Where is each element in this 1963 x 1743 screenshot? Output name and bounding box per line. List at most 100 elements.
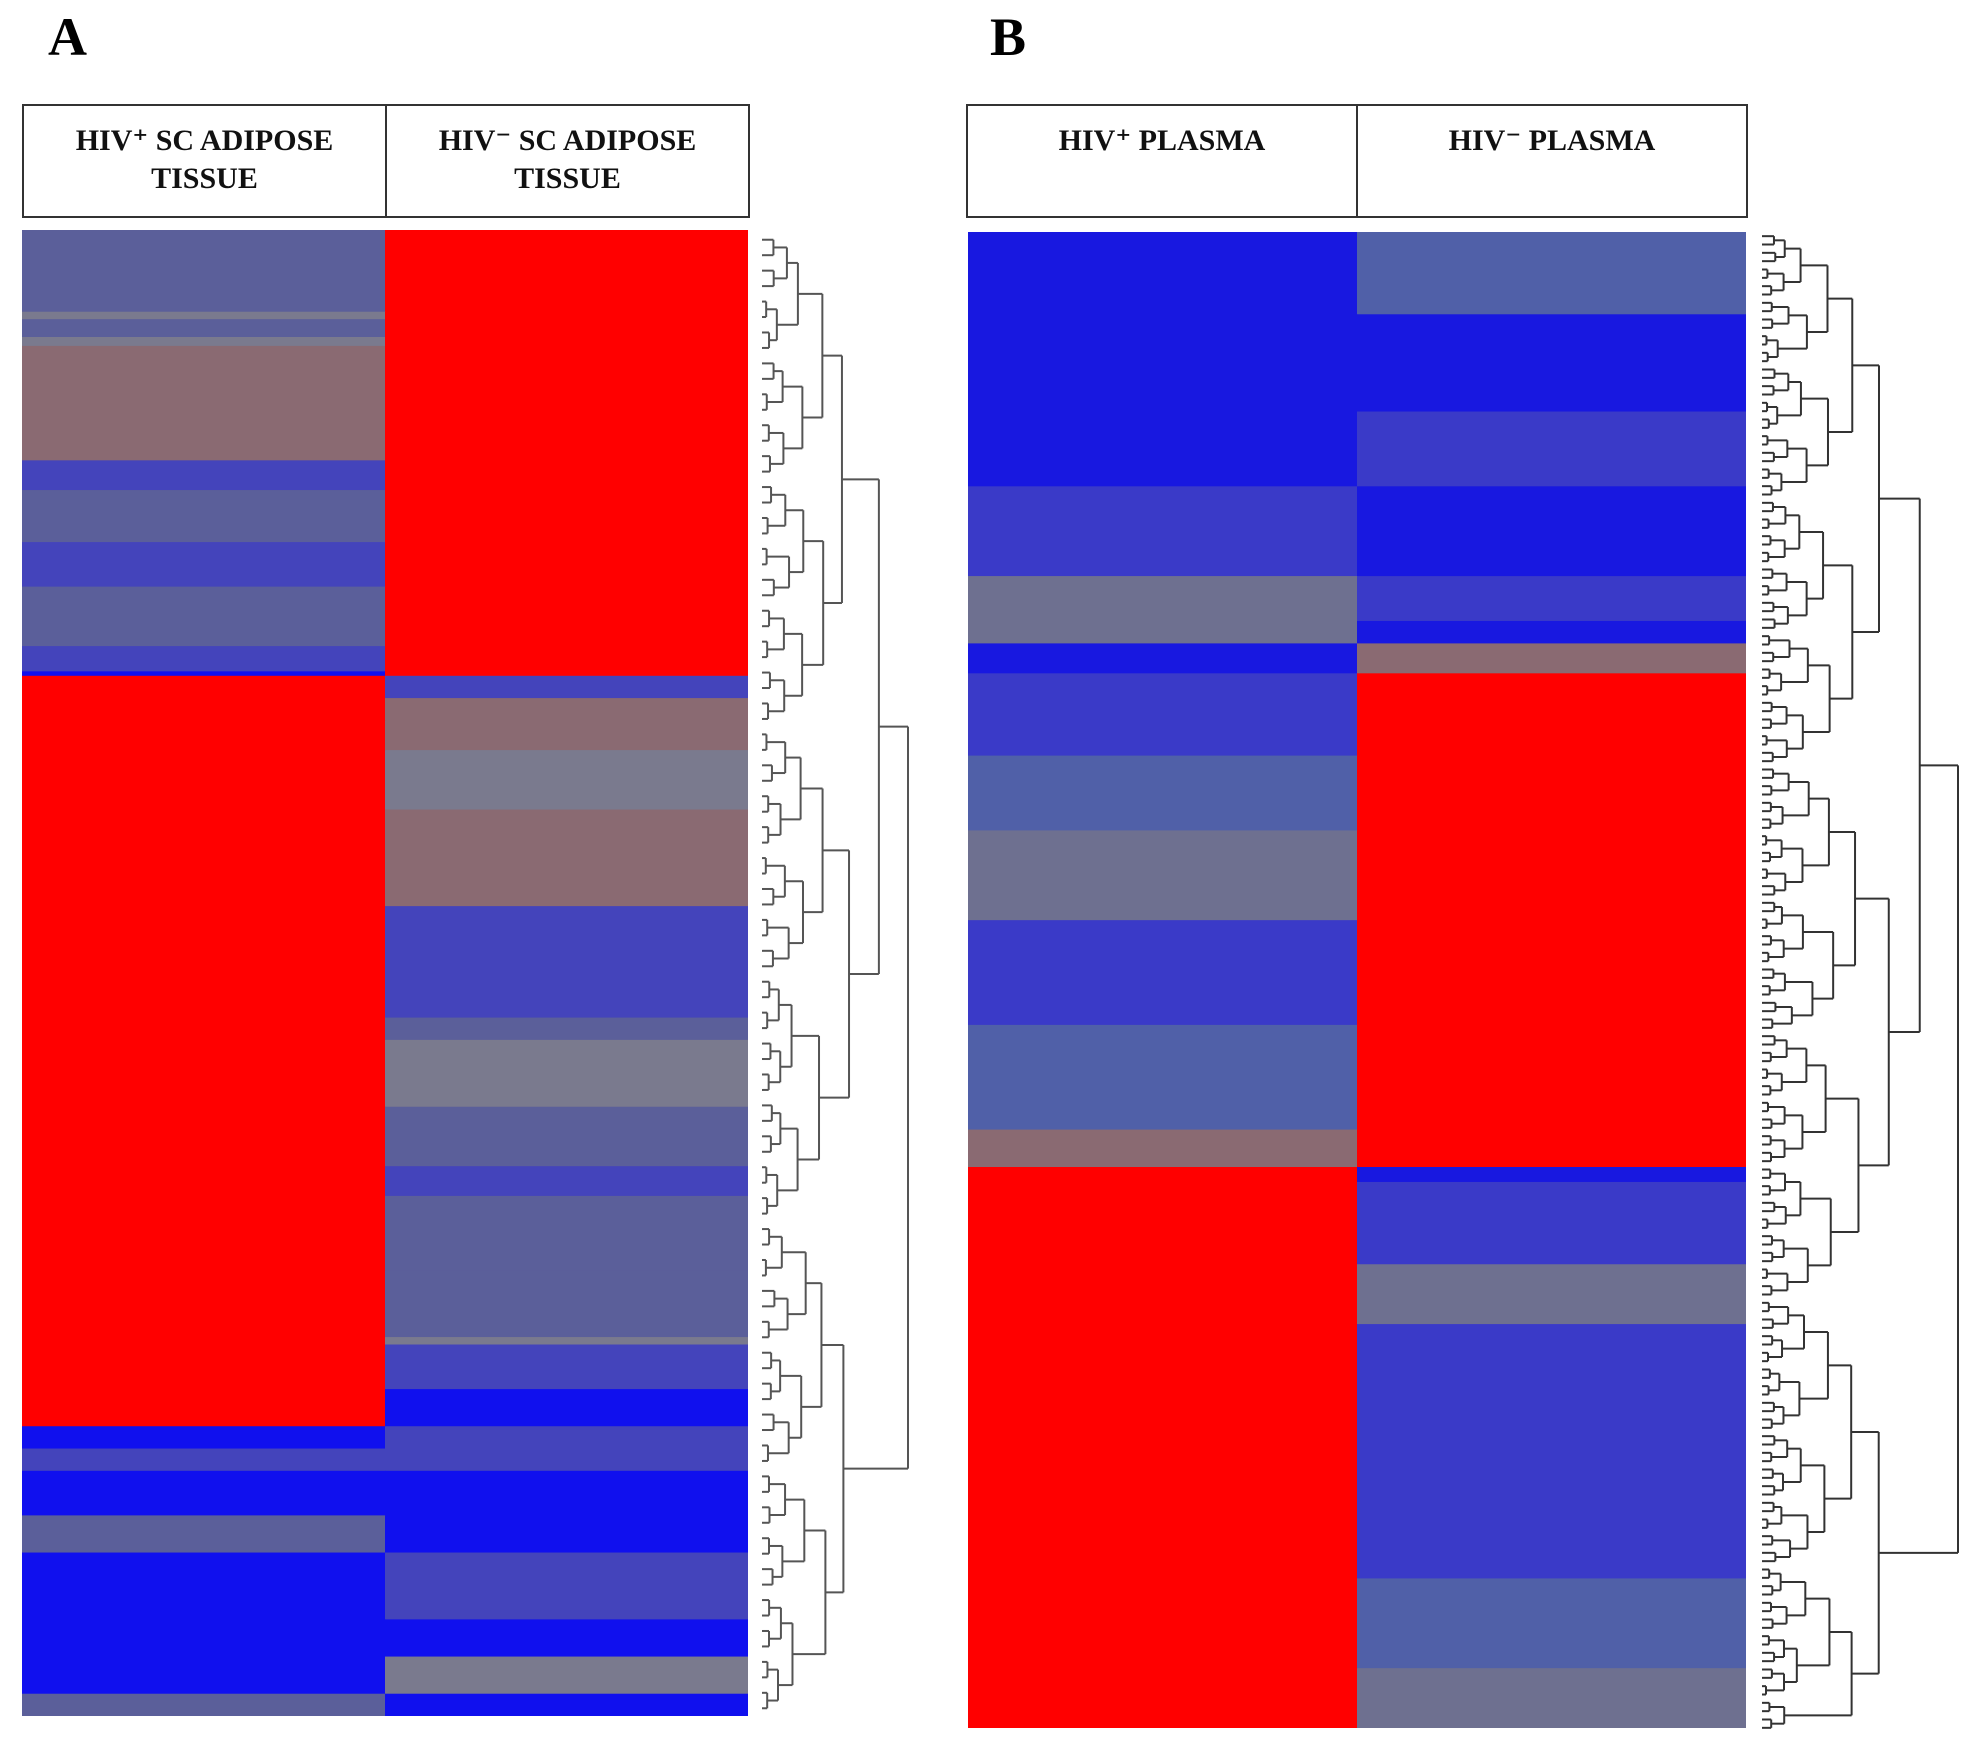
column-header-hiv-negative-plasma: HIV⁻ PLASMA — [1356, 106, 1746, 216]
heatmap-cell — [1357, 1181, 1746, 1265]
heatmap-cell — [385, 1426, 748, 1450]
heatmap-cell — [1357, 1264, 1746, 1325]
heatmap-cell — [22, 1470, 386, 1516]
heatmap-cell — [22, 1017, 386, 1041]
heatmap-cell — [1357, 830, 1746, 921]
heatmap-cell — [968, 1129, 1358, 1168]
heatmap-cell — [968, 576, 1358, 622]
heatmap-cell — [385, 1515, 748, 1554]
heatmap-cell — [385, 460, 748, 491]
heatmap-cell — [968, 1024, 1358, 1131]
heatmap-cell — [385, 1337, 748, 1345]
heatmap-cell — [385, 1470, 748, 1516]
heatmap-cell — [1357, 1668, 1746, 1728]
column-label-line: HIV⁻ SC ADIPOSE — [438, 124, 697, 157]
heatmap-cell — [22, 1515, 386, 1554]
heatmap-cell — [968, 1181, 1358, 1265]
heatmap-cell — [968, 1668, 1358, 1728]
heatmap-cell — [22, 1656, 386, 1695]
heatmap-cell — [385, 1166, 748, 1197]
column-header-hiv-positive-plasma: HIV⁺ PLASMA — [968, 106, 1356, 216]
heatmap-cell — [385, 1619, 748, 1658]
heatmap-cell — [385, 1389, 748, 1427]
heatmap-cell — [1357, 755, 1746, 831]
heatmap-cell — [968, 755, 1358, 831]
heatmap-cell — [385, 675, 748, 699]
heatmap-cell — [1357, 1324, 1746, 1579]
heatmap-cell — [22, 460, 386, 491]
heatmap-cell — [385, 230, 748, 313]
heatmap-cell — [22, 1344, 386, 1390]
heatmap-cell — [22, 345, 386, 461]
heatmap-cell — [22, 1195, 386, 1271]
heatmap-cell — [22, 671, 386, 677]
heatmap-cell — [22, 1693, 386, 1716]
heatmap-cell — [22, 311, 386, 320]
heatmap-cell — [385, 1195, 748, 1271]
heatmap-cell — [22, 230, 386, 313]
column-label-line: TISSUE — [151, 162, 258, 195]
heatmap-cell — [385, 720, 748, 751]
heatmap-cell — [385, 319, 748, 338]
heatmap-cell — [1357, 1024, 1746, 1131]
heatmap-cell — [385, 809, 748, 907]
heatmap-cell — [22, 319, 386, 338]
column-label-line: TISSUE — [514, 162, 621, 195]
heatmap-cell — [1357, 232, 1746, 315]
heatmap-cell — [22, 586, 386, 647]
heatmap-cell — [22, 1448, 386, 1472]
heatmap-cell — [1357, 643, 1746, 674]
heatmap-cell — [968, 486, 1358, 577]
heatmap-cell — [1357, 576, 1746, 622]
panel-b-dendrogram — [1762, 235, 1959, 1729]
heatmap-cell — [968, 920, 1358, 1026]
heatmap-cell — [385, 542, 748, 588]
panel-a-column-header: HIV⁺ SC ADIPOSE TISSUE HIV⁻ SC ADIPOSE T… — [22, 104, 750, 218]
heatmap-cell — [22, 720, 386, 751]
heatmap-cell — [22, 336, 386, 347]
panel-b-heatmap — [968, 232, 1746, 1728]
heatmap-cell — [968, 1578, 1358, 1669]
heatmap-cell — [968, 411, 1358, 487]
heatmap-cell — [1357, 1167, 1746, 1183]
heatmap-cell — [385, 1344, 748, 1390]
heatmap-cell — [968, 314, 1358, 413]
panel-a-dendrogram — [762, 238, 909, 1710]
column-label-line: HIV⁻ PLASMA — [1448, 124, 1656, 157]
heatmap-cell — [22, 1389, 386, 1427]
heatmap-cell — [22, 698, 386, 721]
column-label-line: HIV⁺ SC ADIPOSE — [75, 124, 334, 157]
heatmap-cell — [22, 906, 386, 1019]
heatmap-cell — [968, 1324, 1358, 1579]
heatmap-cell — [1357, 486, 1746, 577]
heatmap-cell — [385, 311, 748, 320]
column-header-hiv-negative-adipose: HIV⁻ SC ADIPOSE TISSUE — [385, 106, 748, 216]
heatmap-cell — [968, 620, 1358, 644]
panel-b-letter: B — [990, 7, 1027, 67]
heatmap-cell — [22, 1552, 386, 1620]
heatmap-cell — [22, 1270, 386, 1338]
heatmap-cell — [385, 1448, 748, 1472]
column-label-line: HIV⁺ PLASMA — [1058, 124, 1266, 157]
heatmap-cell — [385, 345, 748, 461]
heatmap-cell — [22, 1337, 386, 1345]
heatmap-cell — [385, 698, 748, 721]
heatmap-cell — [1357, 920, 1746, 1026]
panel-a-letter: A — [48, 7, 87, 67]
heatmap-cell — [22, 1619, 386, 1658]
heatmap-cell — [1357, 620, 1746, 644]
panel-a-heatmap — [22, 230, 748, 1716]
heatmap-cell — [385, 1552, 748, 1620]
panel-b-column-header: HIV⁺ PLASMA HIV⁻ PLASMA — [966, 104, 1748, 218]
heatmap-cell — [22, 1426, 386, 1450]
heatmap-cell — [968, 1264, 1358, 1325]
heatmap-cell — [385, 1693, 748, 1716]
heatmap-cell — [385, 490, 748, 543]
heatmap-cell — [22, 675, 386, 699]
heatmap-cell — [22, 809, 386, 907]
heatmap-cell — [22, 1106, 386, 1167]
heatmap-cell — [22, 1039, 386, 1108]
heatmap-cell — [385, 671, 748, 677]
heatmap-cell — [385, 336, 748, 347]
heatmap-cell — [385, 1017, 748, 1041]
